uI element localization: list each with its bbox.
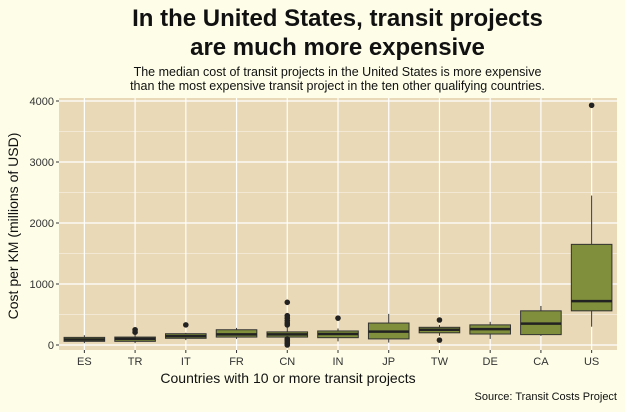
outlier-point bbox=[284, 312, 291, 319]
x-tick-label: FR bbox=[229, 356, 244, 368]
x-tick-label: IN bbox=[333, 356, 344, 368]
outlier-point bbox=[284, 299, 291, 306]
x-tick-label: CA bbox=[533, 356, 549, 368]
outlier-point bbox=[436, 337, 443, 343]
y-tick-label: 0 bbox=[48, 340, 54, 352]
x-tick-label: CN bbox=[279, 356, 295, 368]
outlier-point bbox=[588, 102, 595, 109]
y-tick-label: 3000 bbox=[30, 157, 54, 169]
outlier-point bbox=[132, 326, 138, 333]
x-tick-label: JP bbox=[382, 356, 395, 368]
x-axis-title: Countries with 10 or more transit projec… bbox=[160, 370, 415, 386]
y-axis-title: Cost per KM (millions of USD) bbox=[5, 133, 21, 320]
box-US bbox=[570, 243, 613, 312]
x-tick-label: US bbox=[584, 356, 599, 368]
x-tick-label: DE bbox=[483, 356, 498, 368]
x-tick-label: IT bbox=[181, 356, 191, 368]
outlier-point bbox=[183, 322, 189, 328]
x-tick-label: ES bbox=[77, 356, 92, 368]
y-tick-label: 2000 bbox=[30, 218, 54, 230]
chart-subtitle: The median cost of transit projects in t… bbox=[130, 65, 545, 93]
y-tick-label: 1000 bbox=[30, 279, 54, 291]
x-tick-label: TW bbox=[431, 356, 449, 368]
outlier-point bbox=[436, 317, 443, 323]
x-tick-label: TR bbox=[128, 356, 143, 368]
outlier-point bbox=[284, 336, 291, 342]
chart-title: In the United States, transit projects a… bbox=[132, 5, 543, 61]
y-tick-label: 4000 bbox=[30, 96, 54, 108]
source-note: Source: Transit Costs Project bbox=[474, 391, 617, 403]
outlier-point bbox=[335, 315, 341, 321]
